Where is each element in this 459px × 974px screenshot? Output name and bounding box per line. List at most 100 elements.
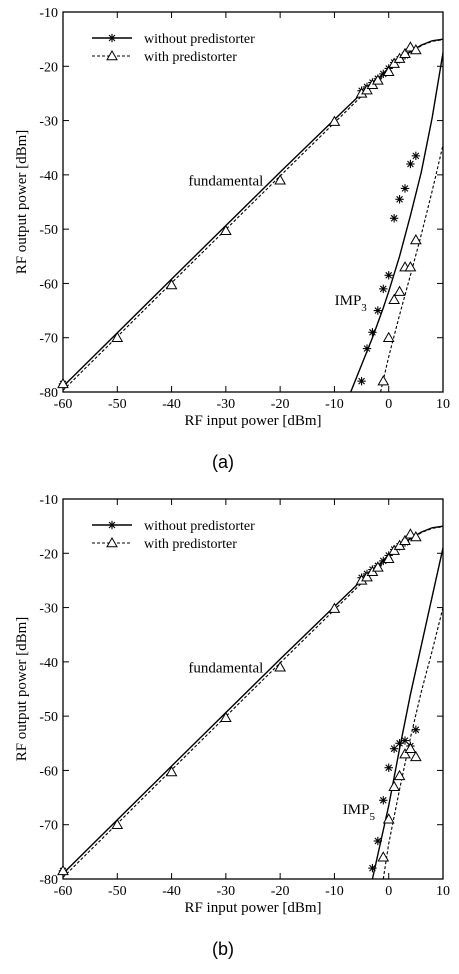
data-point-triangle <box>388 57 401 68</box>
data-point-triangle <box>111 331 124 342</box>
legend-marker-triangle <box>106 536 118 548</box>
data-point-triangle <box>388 780 401 791</box>
legend: without predistorter with predistorter <box>92 32 255 65</box>
legend-marker-asterisk <box>107 520 117 530</box>
data-point-asterisk <box>411 151 421 161</box>
data-point-triangle <box>404 261 417 272</box>
y-tick-label: -70 <box>39 819 58 834</box>
data-point-triangle <box>274 661 287 672</box>
data-point-triangle <box>399 748 411 759</box>
data-point-triangle <box>219 711 232 723</box>
x-tick-label: -10 <box>325 884 344 899</box>
data-point-triangle <box>371 561 384 572</box>
y-tick-label: -20 <box>39 60 58 75</box>
data-point-triangle <box>382 65 395 76</box>
data-point-triangle <box>361 571 373 582</box>
x-tick-label: -10 <box>325 397 344 412</box>
y-tick-label: -30 <box>39 115 58 130</box>
annotation-text: IMP <box>343 802 370 818</box>
chart-panel-a: -60 -50 -40 -30 -20 -10 0 10 -80 -70 -60 -50 -40 -30 -… <box>14 6 450 472</box>
y-tick-label: -80 <box>39 873 58 888</box>
data-point-triangle <box>409 233 422 245</box>
plot-frame <box>62 498 444 880</box>
y-axis-label: RF output power [dBm] <box>14 617 30 762</box>
legend-label: with predistorter <box>144 537 237 552</box>
chart-b: -60 -50 -40 -30 -20 -10 0 10 -80 -70 -60 -50 -40 -30 -… <box>14 493 450 959</box>
plot-frame <box>62 11 444 393</box>
data-point-asterisk <box>379 796 388 805</box>
data-point-asterisk <box>373 306 383 315</box>
data-point-asterisk <box>368 328 377 337</box>
data-point-triangle <box>377 375 390 386</box>
y-tick-label: -50 <box>39 223 58 238</box>
data-point-asterisk <box>384 271 393 280</box>
x-axis-label: RF input power [dBm] <box>184 900 321 916</box>
data-point-triangle <box>111 818 124 829</box>
data-point-triangle <box>382 813 395 824</box>
x-tick-label: -40 <box>162 884 181 899</box>
x-tick-label: -30 <box>217 884 236 899</box>
legend: without predistorter with predistorter <box>92 519 255 552</box>
series-line-imp3-solid <box>350 52 443 392</box>
data-point-asterisk <box>373 836 383 846</box>
data-point-triangle <box>361 84 373 95</box>
legend-label: without predistorter <box>144 32 255 47</box>
data-point-triangle <box>388 293 401 304</box>
legend-marker-asterisk <box>107 33 117 43</box>
annotation-text: fundamental <box>188 661 263 677</box>
data-point-triangle <box>393 539 406 550</box>
annotation-fundamental: fundamental <box>188 661 263 677</box>
data-point-triangle <box>328 602 341 613</box>
figure-caption: (b) <box>212 939 234 959</box>
annotation-text: fundamental <box>188 174 263 190</box>
data-point-triangle <box>382 331 395 342</box>
data-point-asterisk <box>357 376 366 386</box>
data-point-triangle <box>393 52 406 63</box>
x-tick-label: -20 <box>271 397 290 412</box>
data-point-triangle <box>393 769 406 781</box>
annotation-fundamental: fundamental <box>188 174 263 190</box>
data-point-triangle <box>388 544 401 555</box>
x-tick-label: 0 <box>385 397 392 412</box>
annotation-subscript: 3 <box>361 302 367 314</box>
data-point-triangle <box>371 74 384 85</box>
x-tick-label: -50 <box>108 884 127 899</box>
y-tick-label: -10 <box>39 6 58 21</box>
data-point-triangle <box>377 851 390 862</box>
data-point-triangle <box>404 742 417 753</box>
annotation-imp: IMP5 <box>343 802 376 823</box>
y-axis-label: RF output power [dBm] <box>14 130 30 275</box>
y-tick-label: -10 <box>39 493 58 508</box>
data-point-triangle <box>57 864 69 876</box>
annotation-subscript: 5 <box>369 811 375 823</box>
x-tick-label: 10 <box>436 397 450 412</box>
data-point-asterisk <box>400 736 410 745</box>
data-point-triangle <box>219 224 232 236</box>
data-point-triangle <box>404 528 417 539</box>
markers <box>57 41 422 389</box>
data-point-asterisk <box>406 159 415 169</box>
x-tick-label: 10 <box>436 884 450 899</box>
data-point-triangle <box>274 174 287 185</box>
y-tick-label: -40 <box>39 169 58 184</box>
data-point-asterisk <box>389 214 399 223</box>
data-point-triangle <box>382 552 395 563</box>
data-point-asterisk <box>368 863 377 873</box>
y-tick-label: -60 <box>39 277 58 292</box>
data-point-triangle <box>165 279 178 290</box>
data-point-triangle <box>409 43 422 55</box>
chart-panel-b: -60 -50 -40 -30 -20 -10 0 10 -80 -70 -60 -50 -40 -30 -… <box>0 487 459 974</box>
data-point-triangle <box>404 41 417 52</box>
data-point-triangle <box>393 285 406 296</box>
y-tick-label: -80 <box>39 386 58 401</box>
markers <box>57 528 422 876</box>
data-point-triangle <box>409 530 422 542</box>
series-line-imp3-dashed <box>380 144 443 392</box>
x-tick-label: -60 <box>54 884 73 899</box>
y-tick-label: -20 <box>39 547 58 562</box>
x-tick-label: -20 <box>271 884 290 899</box>
data-point-triangle <box>409 750 422 762</box>
annotation-text: IMP <box>335 293 362 309</box>
series-line-imp5-solid <box>371 547 443 879</box>
x-tick-label: -40 <box>162 397 181 412</box>
